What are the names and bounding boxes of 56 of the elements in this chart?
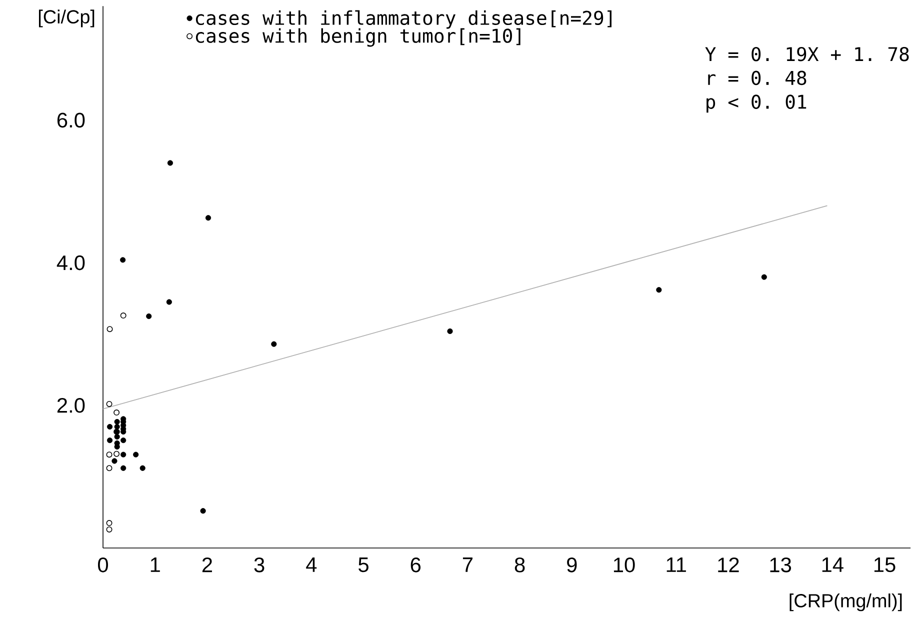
- point: [167, 160, 174, 166]
- point: [200, 508, 206, 514]
- point: [114, 424, 120, 430]
- x-tick-label: 15: [874, 558, 896, 572]
- point: [133, 452, 139, 458]
- x-tick-label: 12: [718, 558, 739, 572]
- annotation: p < 0. 01: [706, 94, 806, 113]
- y-axis-title: [Ci/Cp]: [38, 10, 94, 28]
- y-tick-label: 6.0: [57, 112, 85, 128]
- x-tick-label: 8: [514, 558, 525, 572]
- annotation: Y = 0. 19X + 1. 78: [705, 46, 909, 62]
- y-tick-label: 2.0: [57, 398, 85, 413]
- point: [106, 438, 113, 444]
- legend-label: cases with inflammatory disease[n=29]: [196, 10, 612, 29]
- y-tick-label: 4.0: [56, 255, 85, 270]
- x-tick-label: 4: [306, 558, 317, 572]
- point: [114, 450, 120, 457]
- x-tick-label: 1: [150, 558, 160, 572]
- point: [106, 400, 112, 407]
- point: [106, 526, 112, 532]
- point: [120, 312, 126, 319]
- x-tick-label: 14: [822, 558, 844, 572]
- x-tick-label: 11: [666, 558, 686, 572]
- point: [120, 257, 126, 263]
- point: [120, 438, 126, 444]
- x-tick-label: 5: [358, 558, 368, 572]
- x-tick-label: 9: [567, 558, 577, 572]
- point: [106, 452, 112, 458]
- x-tick-label: 0: [98, 558, 108, 572]
- x-tick-label: 13: [770, 558, 792, 572]
- point: [106, 520, 112, 526]
- point: [106, 326, 113, 332]
- x-tick-label: 7: [462, 558, 472, 572]
- x-tick-label: 6: [410, 558, 421, 572]
- point: [205, 215, 212, 221]
- point: [271, 341, 277, 347]
- annotation: r = 0. 48: [708, 70, 806, 86]
- x-tick-label: 3: [254, 558, 264, 572]
- x-tick-label: 10: [614, 558, 635, 572]
- point: [106, 465, 112, 472]
- point: [656, 287, 662, 293]
- point: [140, 465, 146, 471]
- point: [447, 328, 453, 334]
- point: [112, 458, 118, 464]
- x-axis-title: [CRP(mg/ml)]: [790, 594, 902, 612]
- point: [120, 452, 126, 458]
- point: [114, 434, 120, 440]
- point: [761, 274, 767, 280]
- point: [106, 424, 113, 430]
- point: [120, 465, 126, 471]
- point: [114, 418, 120, 425]
- point: [166, 299, 172, 305]
- legend-label: cases with benign tumor[n=10]: [196, 28, 520, 47]
- point: [114, 410, 120, 416]
- x-tick-label: 2: [202, 558, 212, 572]
- point: [146, 313, 152, 320]
